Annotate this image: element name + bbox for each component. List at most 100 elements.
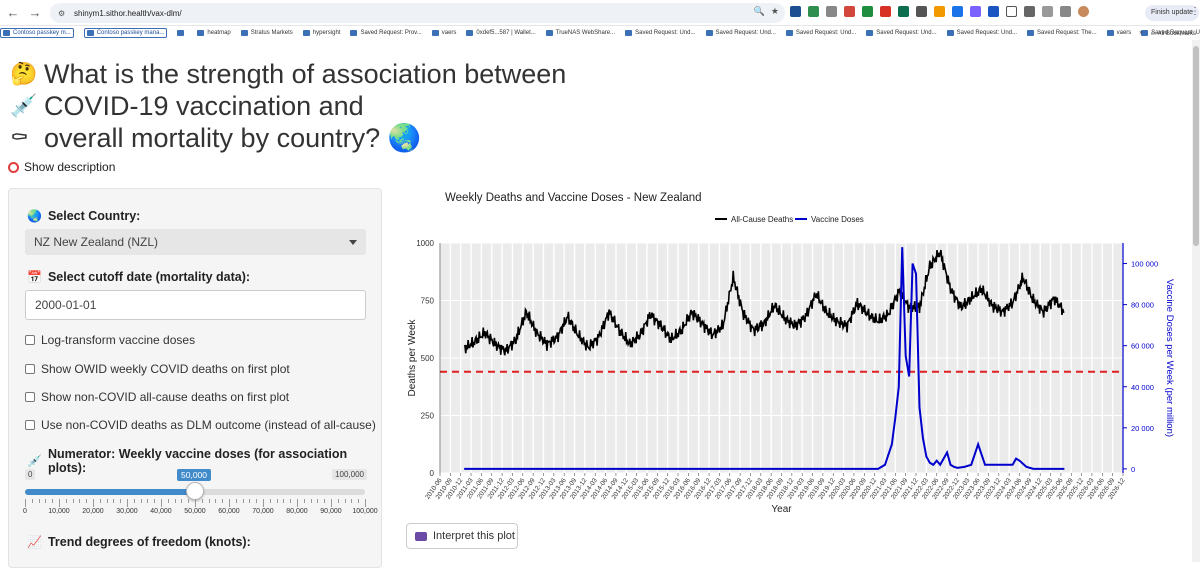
bookmark-item[interactable]: Stratus Markets: [240, 30, 293, 36]
bookmark-item[interactable]: Saved Request: Und...: [705, 30, 776, 36]
slider-tick-labels: 0 10,000 20,000 30,000 40,000 50,000 60,000 70,…: [23, 508, 378, 518]
bookmark-favicon-icon: [946, 30, 954, 36]
finish-update-button[interactable]: Finish update: [1145, 5, 1200, 21]
show-description-toggle[interactable]: Show description: [8, 160, 115, 174]
site-info-icon[interactable]: ⚙: [58, 9, 66, 18]
bookmark-item[interactable]: TrueNAS WebShare...: [545, 30, 616, 36]
y2-tick-label: 0: [1131, 465, 1135, 474]
bookmark-item[interactable]: Saved Request: Und...: [866, 30, 937, 36]
downloads-icon[interactable]: [1060, 6, 1071, 17]
cutoff-date-input[interactable]: 2000-01-01: [25, 290, 366, 320]
zoom-icon[interactable]: 🔍: [753, 6, 765, 16]
non-covid-outcome-checkbox[interactable]: Use non-COVID deaths as DLM outcome (ins…: [25, 418, 376, 432]
slider-tick: [324, 499, 326, 503]
url-text: shinym1.sithor.health/vax-dlm/: [74, 8, 182, 18]
extension-icon[interactable]: [1006, 6, 1017, 17]
slider-tick: [365, 499, 366, 507]
slider-tick: [188, 499, 190, 503]
extension-icon[interactable]: [880, 6, 891, 17]
slider-tick: [269, 499, 271, 503]
bookmark-favicon-icon: [240, 30, 248, 36]
bookmark-item[interactable]: heatmap: [197, 30, 231, 36]
bookmark-favicon-icon: [86, 30, 94, 36]
extension-icon[interactable]: [970, 6, 981, 17]
browser-menu-icon[interactable]: ⋮: [1190, 6, 1200, 17]
y-tick-label: 250: [421, 412, 435, 421]
bookmark-item[interactable]: 0xdef5...587 | Wallet...: [466, 30, 536, 36]
chart-title: Weekly Deaths and Vaccine Doses - New Ze…: [445, 192, 702, 204]
slider-tick: [167, 499, 169, 503]
extension-icon[interactable]: [808, 6, 819, 17]
split-view-icon[interactable]: [1042, 6, 1053, 17]
checkbox-box[interactable]: [25, 335, 35, 345]
y-tick-label: 0: [430, 469, 435, 478]
checkbox-box[interactable]: [25, 364, 35, 374]
page-scrollbar[interactable]: [1192, 40, 1200, 562]
profile-avatar[interactable]: [1078, 6, 1089, 17]
trend-icon: 📈: [27, 535, 42, 549]
bookmark-item[interactable]: hypersight: [302, 30, 341, 36]
vaccine-doses-slider[interactable]: 0 100,000 50,000 0 10,000 20,000 30,000 40,0…: [23, 469, 378, 519]
bookmark-item[interactable]: Saved Request: Und...: [785, 30, 856, 36]
bookmark-favicon-icon: [466, 30, 474, 36]
log-transform-checkbox[interactable]: Log-transform vaccine doses: [25, 333, 195, 347]
slider-tick: [337, 499, 339, 503]
forward-icon[interactable]: →: [28, 5, 42, 20]
non-covid-deaths-checkbox[interactable]: Show non-COVID all-cause deaths on first…: [25, 390, 289, 404]
extension-icon[interactable]: [988, 6, 999, 17]
country-select[interactable]: NZ New Zealand (NZL): [25, 229, 366, 255]
slider-tick: [351, 499, 353, 503]
slider-tick: [297, 499, 298, 507]
checkbox-box[interactable]: [25, 420, 35, 430]
owid-deaths-checkbox[interactable]: Show OWID weekly COVID deaths on first p…: [25, 362, 290, 376]
bookmark-item[interactable]: vaers: [1106, 30, 1131, 36]
syringe-icon: 💉: [27, 454, 42, 468]
slider-tick: [93, 499, 94, 507]
bookmark-favicon-icon: [197, 30, 205, 36]
slider-tick-label: 0: [23, 508, 27, 515]
extension-icon[interactable]: [862, 6, 873, 17]
bookmark-item[interactable]: [177, 30, 187, 36]
extension-icon[interactable]: [826, 6, 837, 17]
slider-tick-label: 60,000: [218, 508, 240, 515]
extension-icon[interactable]: [790, 6, 801, 17]
bookmark-item[interactable]: Saved Request: Und...: [946, 30, 1017, 36]
slider-tick: [120, 499, 122, 503]
address-bar[interactable]: ⚙ shinym1.sithor.health/vax-dlm/ 🔍 ★: [50, 3, 785, 23]
bookmark-label: hypersight: [312, 30, 341, 36]
slider-tick: [147, 499, 149, 503]
deaths-line: [463, 249, 1065, 356]
slider-tick: [140, 499, 142, 503]
extension-icon[interactable]: [916, 6, 927, 17]
numerator-label: 💉 Numerator: Weekly vaccine doses (for a…: [27, 447, 381, 475]
extensions-puzzle-icon[interactable]: [1024, 6, 1035, 17]
bookmark-label: TrueNAS WebShare...: [555, 30, 616, 36]
bookmark-favicon-icon: [1027, 30, 1035, 36]
bookmark-favicon-icon: [350, 30, 358, 36]
bookmark-item[interactable]: Contoso passkey mana...: [83, 28, 168, 38]
slider-tick: [38, 499, 40, 503]
bookmark-star-icon[interactable]: ★: [770, 6, 779, 16]
scrollbar-thumb[interactable]: [1193, 46, 1199, 246]
bookmark-item[interactable]: Contoso passkey m...: [0, 28, 74, 38]
all-bookmarks-button[interactable]: ▭ All Bookmarks: [1150, 30, 1196, 37]
bookmark-item[interactable]: Saved Request: Und...: [625, 30, 696, 36]
back-icon[interactable]: ←: [6, 5, 20, 20]
extension-icon[interactable]: [952, 6, 963, 17]
bookmark-item[interactable]: Saved Request: Und...: [1141, 30, 1200, 36]
slider-tick: [133, 499, 135, 503]
slider-handle[interactable]: [186, 482, 204, 500]
slider-tick: [127, 499, 128, 507]
bookmark-item[interactable]: Saved Request: The...: [1027, 30, 1097, 36]
more-bookmarks-icon[interactable]: »: [1139, 30, 1143, 36]
interpret-plot-button[interactable]: Interpret this plot: [406, 523, 518, 549]
bookmark-item[interactable]: Saved Request: Prov...: [350, 30, 422, 36]
show-description-label: Show description: [24, 160, 116, 174]
slider-tick: [174, 499, 176, 503]
checkbox-box[interactable]: [25, 392, 35, 402]
extension-icon[interactable]: [844, 6, 855, 17]
extension-icon[interactable]: [898, 6, 909, 17]
extension-icon[interactable]: [934, 6, 945, 17]
bookmark-item[interactable]: vaers: [431, 30, 456, 36]
bookmark-favicon-icon: [866, 30, 874, 36]
